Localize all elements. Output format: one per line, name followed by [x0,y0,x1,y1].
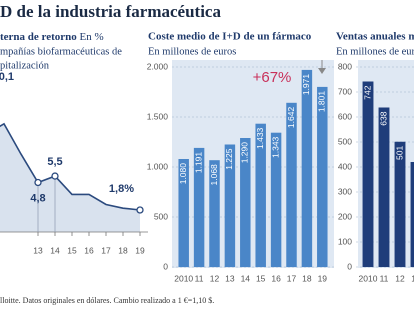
x-tick-label: 17 [287,273,297,283]
x-tick-label: 16 [271,273,281,283]
point [34,178,42,187]
x-tick-label: 13 [411,273,414,283]
value-label: 1.290 [240,142,250,164]
y-tick-label: 400 [338,161,352,171]
value-label: 1.801 [317,91,327,113]
x-tick-label: 13 [225,273,235,283]
x-tick-label: 11 [380,273,389,283]
x-tick-label: 11 [195,273,204,283]
x-tick-label: 14 [50,245,60,255]
arrow-head [318,68,326,74]
y-tick-label: 1.500 [147,111,169,121]
y-tick-label: 0 [347,261,352,271]
bar [317,86,328,268]
bar [270,132,282,267]
bar [255,123,266,267]
y-tick-label: 100 [338,236,352,246]
y-tick-label: 500 [338,136,352,146]
y-tick-label: 300 [338,186,352,196]
point [136,206,144,214]
source-note: lloitte. Datos originales en dólares. Ca… [0,296,214,305]
value-label: 1.080 [178,163,188,185]
value-label: 1.433 [255,127,265,149]
value-label: 1.068 [209,164,219,186]
bar [362,81,374,267]
area [0,123,140,232]
chart-title: Coste medio de I+D de un fármaco [148,31,312,43]
bar [394,141,406,267]
value-label: 742 [362,85,372,99]
bar [286,102,297,267]
bar [193,147,205,267]
x-tick-label: 12 [395,273,405,283]
x-tick-label: 2010 [174,273,193,283]
value-label: 1.642 [286,107,296,129]
bar [224,144,236,267]
value-label: 1,8% [109,183,134,195]
bar [378,107,390,267]
x-tick-label: 17 [101,245,111,255]
value-label: 5,5 [47,156,62,168]
y-tick-label: 700 [338,86,352,96]
value-label: 1.971 [301,74,311,96]
x-tick-label: 12 [210,273,220,283]
y-tick-label: 0 [163,261,168,271]
bar [301,69,313,268]
x-tick-label: 14 [241,273,251,283]
y-tick-label: 2.000 [147,61,169,71]
annotation: +67% [253,69,292,86]
chart-title: Ventas anuales má [336,31,414,43]
y-tick-label: 200 [338,211,352,221]
chart-subtitle: pitalización [0,60,50,71]
chart-subtitle: En millones de euro [336,46,414,57]
x-tick-label: 18 [302,273,312,283]
bar [178,159,189,267]
x-tick-label: 18 [118,245,128,255]
x-tick-label: 13 [33,245,43,255]
point [51,172,59,180]
x-tick-label: 19 [318,273,328,283]
x-tick-label: 15 [256,273,266,283]
x-tick-label: 15 [67,245,77,255]
y-tick-label: 1.000 [147,161,169,171]
y-tick-label: 500 [154,211,168,221]
value-label: 4,8 [30,192,45,204]
x-tick-label: 16 [84,245,94,255]
chart-title-main: terna de retorno [0,31,77,43]
value-label: 1.191 [193,152,203,174]
chart-subtitle: En millones de euros [148,46,236,57]
bar [240,138,251,267]
value-label: 638 [378,111,388,125]
page-title: D de la industria farmacéutica [0,2,221,21]
chart-unit: En % [80,31,104,43]
x-tick-label: 19 [135,245,145,255]
value-label: 1.225 [224,148,234,170]
value-label: 501 [394,145,404,159]
value-label: 1.343 [270,136,280,158]
chart-title: terna de retorno En % [0,31,104,43]
y-tick-label: 800 [338,61,352,71]
x-tick-label: 2010 [359,273,378,283]
bar [209,160,220,267]
line [0,122,141,211]
value-label: 10,1 [0,71,14,83]
chart-subtitle: mpañías biofarmacéuticas de [0,46,122,57]
bar [410,162,414,267]
y-tick-label: 600 [338,111,352,121]
